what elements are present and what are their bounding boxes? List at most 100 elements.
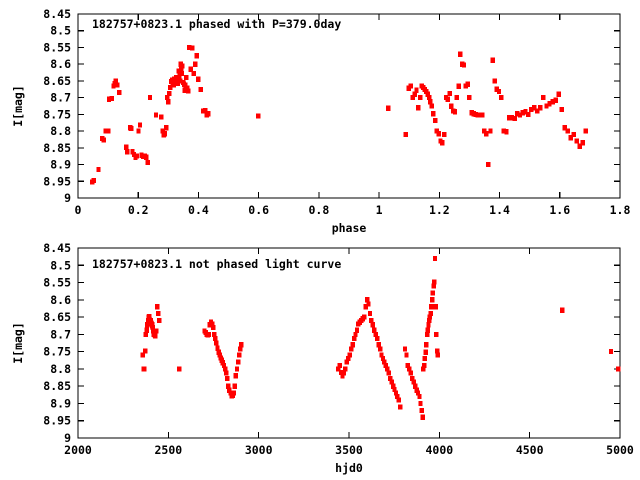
data-point	[506, 115, 512, 121]
x-tick-label: 4000	[425, 443, 453, 457]
data-point	[337, 362, 342, 369]
y-tick-label: 8.6	[50, 57, 71, 71]
data-point	[504, 129, 509, 135]
data-point	[344, 359, 350, 365]
data-point	[379, 352, 384, 358]
data-point	[517, 112, 523, 118]
data-point	[454, 95, 459, 101]
data-point	[143, 154, 149, 160]
data-point	[433, 304, 438, 310]
data-point	[571, 131, 576, 138]
data-point	[153, 112, 159, 118]
data-point	[370, 322, 376, 328]
data-point	[488, 128, 493, 134]
data-point	[364, 297, 370, 303]
data-point	[482, 128, 487, 134]
data-point	[154, 304, 160, 310]
y-tick-label: 8.45	[43, 7, 71, 21]
data-point	[520, 110, 525, 116]
data-point	[492, 78, 497, 84]
data-point	[147, 95, 153, 101]
y-axis-label: I[mag]	[11, 85, 25, 127]
data-point	[423, 349, 428, 355]
data-point	[424, 342, 429, 348]
data-point	[235, 359, 241, 365]
x-tick-label: 0.2	[128, 203, 149, 217]
data-point	[436, 131, 441, 137]
x-tick-label: 2000	[64, 443, 92, 457]
data-point	[176, 68, 182, 74]
data-point	[385, 366, 390, 372]
data-point	[432, 279, 437, 285]
data-point	[188, 66, 193, 72]
data-point	[220, 360, 226, 366]
y-tick-label: 8.6	[50, 293, 71, 307]
data-point	[174, 78, 179, 84]
data-point	[562, 125, 567, 131]
y-tick-label: 8.45	[43, 241, 71, 255]
data-point	[222, 366, 228, 372]
data-point	[134, 153, 140, 159]
data-point	[123, 144, 129, 150]
data-point	[445, 96, 450, 102]
data-point	[550, 99, 555, 105]
data-point	[430, 290, 436, 296]
data-point	[431, 111, 436, 117]
data-point	[410, 375, 415, 382]
data-point	[376, 342, 381, 348]
data-point	[335, 366, 341, 372]
x-tick-label: 3000	[245, 443, 273, 457]
data-point	[143, 331, 149, 337]
data-point	[531, 105, 537, 111]
data-point	[150, 328, 156, 334]
data-point	[101, 137, 106, 143]
y-tick-label: 8.55	[43, 40, 71, 54]
data-point	[191, 70, 196, 77]
data-point	[538, 105, 543, 111]
data-point	[498, 95, 504, 101]
data-point	[387, 375, 393, 382]
y-tick-label: 8.95	[43, 174, 71, 188]
data-point	[486, 161, 491, 168]
unphased-light-curve-panel: 2000 2500 3000 3500 4000 4500 5000 8.45 8.5 8.55 8…	[0, 240, 640, 480]
data-point	[217, 352, 222, 358]
data-point	[372, 327, 377, 333]
data-point	[234, 366, 240, 372]
data-point	[402, 346, 408, 352]
y-tick-label: 8.9	[50, 396, 71, 410]
data-point	[343, 366, 348, 372]
data-point	[458, 51, 463, 57]
data-point	[140, 352, 145, 358]
data-point	[428, 311, 433, 317]
data-point	[373, 331, 378, 337]
data-point	[196, 76, 201, 82]
y-tick-label: 8.75	[43, 107, 71, 121]
data-point	[145, 159, 150, 166]
data-point	[192, 61, 198, 67]
data-series	[140, 255, 621, 420]
data-point	[223, 370, 229, 376]
data-point	[106, 96, 112, 102]
data-point	[512, 115, 517, 121]
data-point	[412, 383, 418, 389]
data-point	[374, 335, 380, 342]
data-point	[583, 128, 588, 134]
data-point	[157, 317, 162, 324]
data-point	[367, 311, 373, 317]
data-point	[556, 91, 561, 97]
data-point	[434, 331, 439, 337]
data-point	[421, 366, 426, 372]
data-point	[544, 103, 549, 109]
data-point	[144, 327, 149, 333]
data-point	[559, 307, 565, 313]
data-point	[353, 331, 358, 337]
phased-plot-canvas: 0 0.2 0.4 0.6 0.8 1 1.2 1.4 1.6 1.8 8.45 8.5 8.55 8.6…	[11, 7, 630, 235]
data-point	[109, 96, 114, 102]
unphased-plot-canvas: 2000 2500 3000 3500 4000 4500 5000 8.45 8.5 8.55 8…	[11, 241, 634, 475]
x-tick-label: 0.8	[308, 203, 329, 217]
data-point	[153, 328, 159, 334]
data-point	[419, 407, 424, 413]
y-tick-label: 8.8	[50, 362, 71, 376]
data-point	[164, 125, 169, 131]
y-tick-label: 8.8	[50, 124, 71, 138]
